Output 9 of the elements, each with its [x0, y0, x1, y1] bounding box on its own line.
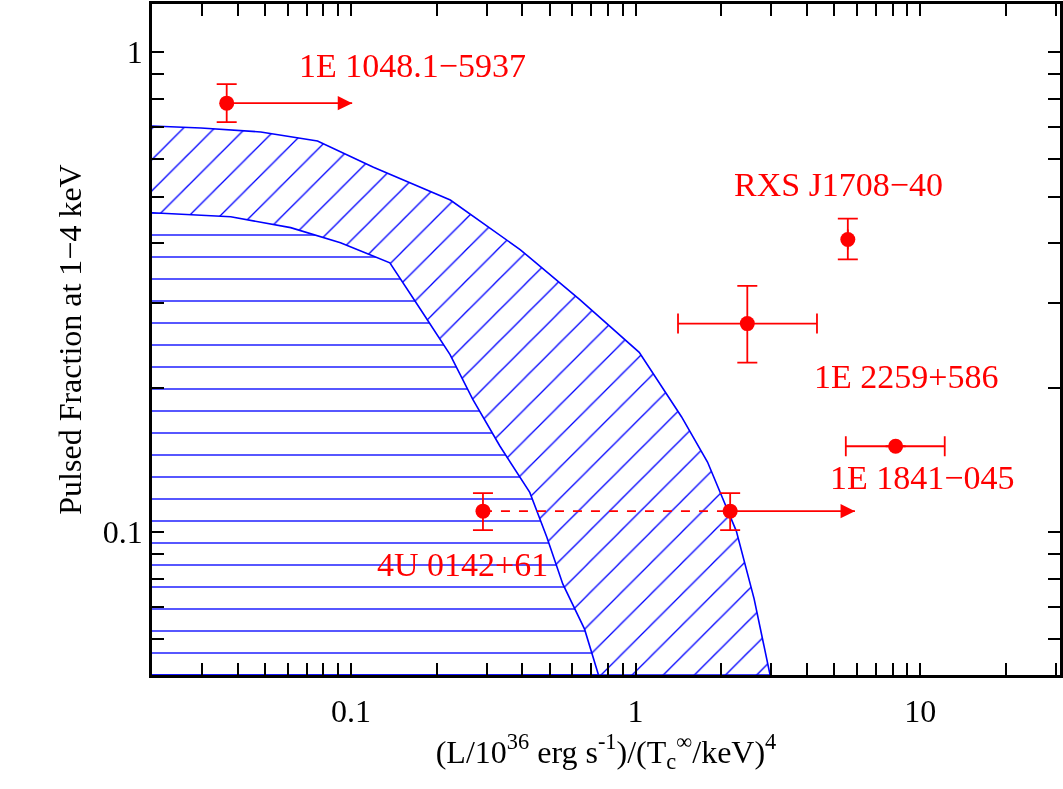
x-tick-label: 0.1	[330, 693, 371, 730]
text: (L/10$^{36}$ erg s$^{-1}$)/(T$_{c}$$^{∞}$/keV)$^{4}$	[435, 729, 777, 775]
x-tick-label: 1	[627, 693, 644, 730]
annotation: 1E 1048.1−5937	[299, 47, 526, 84]
x-tick-label: 10	[904, 693, 937, 730]
annotation: 1E 1841−045	[830, 459, 1015, 496]
annotation: 1E 2259+586	[814, 358, 999, 395]
y-axis-title: Pulsed Fraction at 1−4 keV	[52, 164, 89, 515]
annotation: RXS J1708−40	[734, 166, 944, 203]
